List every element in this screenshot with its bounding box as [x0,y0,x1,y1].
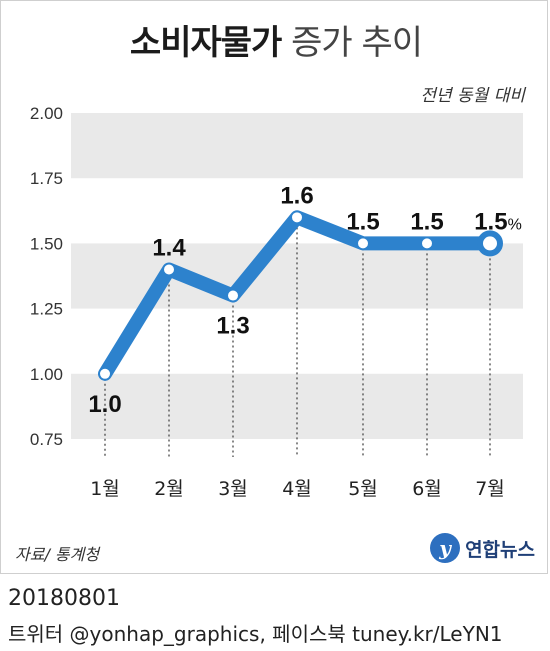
data-point [292,212,302,223]
data-label: 1.0 [88,391,121,418]
yonhap-logo-icon: y [430,533,461,563]
yonhap-logo: y 연합뉴스 [430,533,535,563]
data-label-unit: % [508,216,522,233]
y-tick-label: 1.25 [30,300,63,319]
data-point [164,264,174,275]
x-tick-label: 7월 [475,478,505,500]
title-bold: 소비자물가 [129,23,282,63]
x-tick-label: 3월 [218,478,248,500]
x-tick-label: 1월 [90,478,120,500]
source-note: 자료/ 통계청 [15,545,100,564]
chart-subtitle: 전년 동월 대비 [420,86,525,106]
data-label: 1.6 [280,182,313,209]
data-point [358,238,368,249]
data-label: 1.5% [474,208,522,235]
x-tick-label: 6월 [412,478,442,500]
data-point [477,230,503,257]
y-tick-label: 0.75 [30,430,63,449]
data-label: 1.5 [410,208,443,235]
y-tick-label: 1.50 [30,234,63,253]
line-chart: 2.00 1.75 1.50 1.25 1.00 0.75 1월 2월 3월 4월 5월 6월 7월 1.… [30,104,523,500]
title-light: 증가 추이 [281,23,423,63]
y-tick-label: 1.75 [30,169,63,188]
data-point [422,238,432,249]
y-tick-label: 1.00 [30,365,63,384]
data-point [100,368,110,379]
y-tick-label: 2.00 [30,104,63,123]
x-tick-label: 2월 [154,478,184,500]
data-label: 1.3 [216,313,249,340]
chart-title: 소비자물가 증가 추이 [1,15,550,64]
data-label: 1.4 [152,234,186,261]
data-label: 1.5 [346,208,379,235]
logo-text: 연합뉴스 [465,538,535,561]
data-point [228,290,238,301]
social-credit: 트위터 @yonhap_graphics, 페이스북 tuney.kr/LeYN… [8,622,503,646]
x-tick-label: 4월 [282,478,312,500]
publish-date: 20180801 [8,586,120,611]
chart-card: 소비자물가 증가 추이 전년 동월 대비 2.00 1.75 1.50 1.25 1.0… [0,0,548,574]
grid-band [71,113,523,179]
x-tick-label: 5월 [348,478,378,500]
